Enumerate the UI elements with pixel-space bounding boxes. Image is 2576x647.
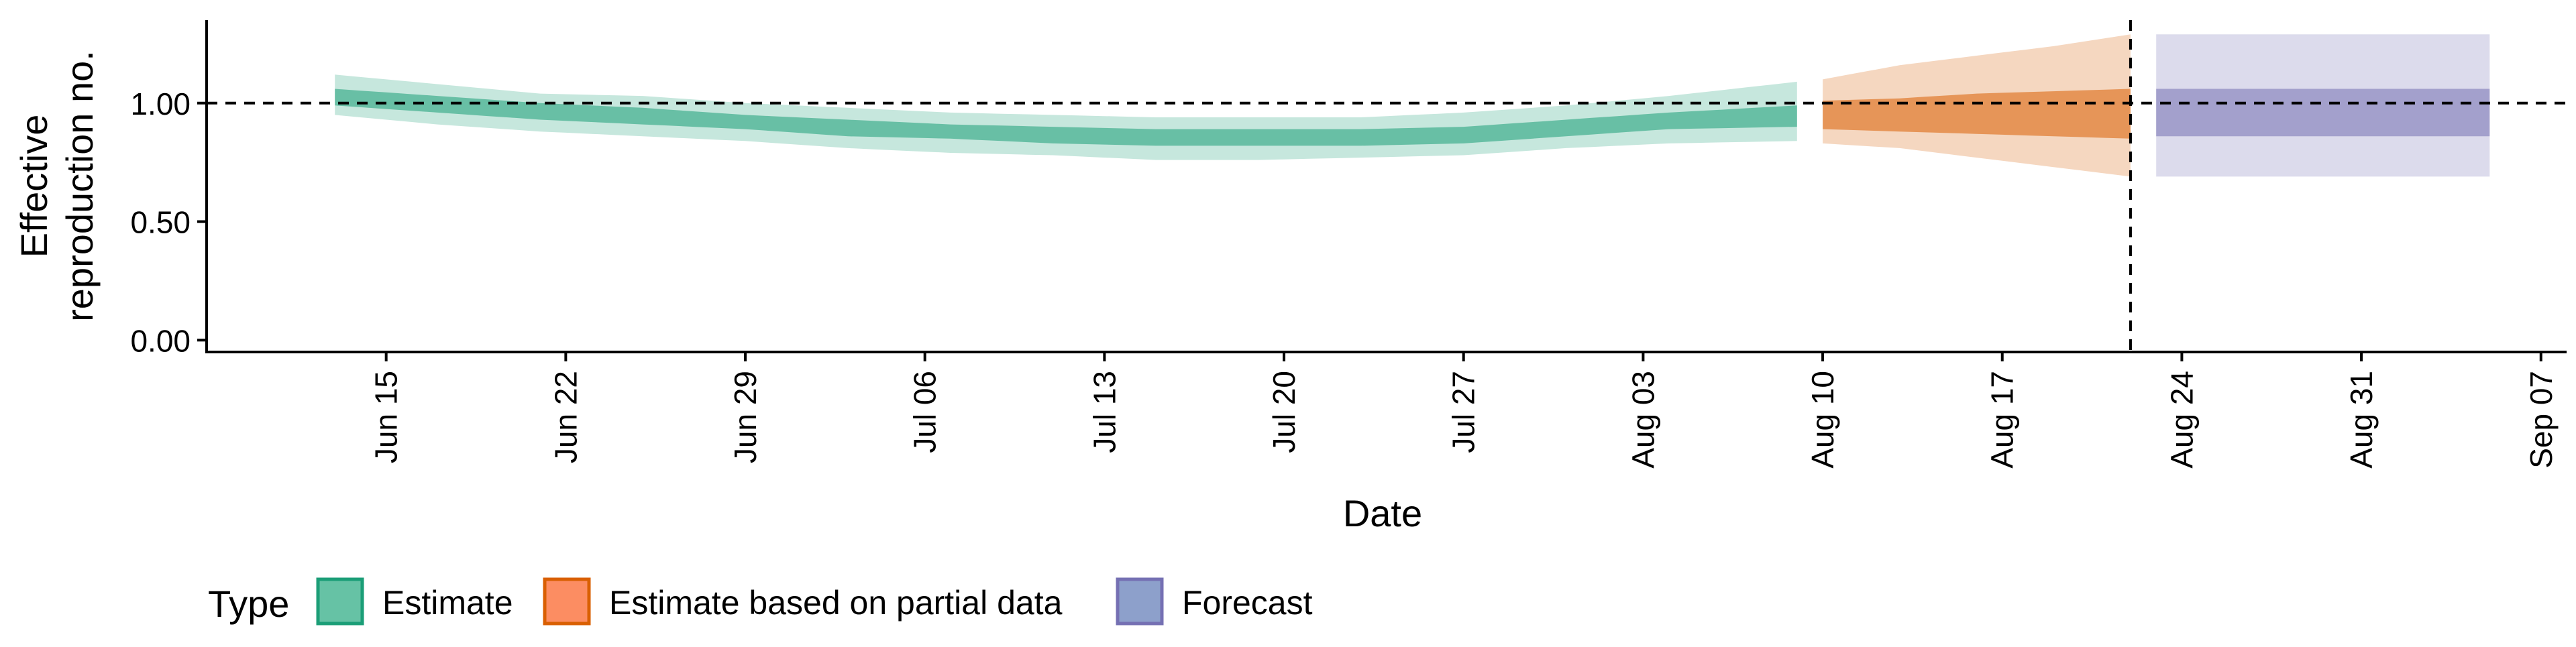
legend-entry-label: Estimate <box>382 584 513 622</box>
x-tick-label: Aug 03 <box>1625 371 1660 469</box>
x-axis-label: Date <box>1343 492 1422 534</box>
legend-key-estimate-based-on-partial-data <box>543 577 591 626</box>
y-tick-label: 1.00 <box>130 86 191 121</box>
legend-entry-label: Estimate based on partial data <box>609 584 1063 622</box>
y-axis-label-line2: reproduction no. <box>58 50 101 322</box>
x-tick-label: Jul 13 <box>1087 371 1122 453</box>
bands-layer <box>335 34 2490 177</box>
axes: 0.00 0.50 1.00 Jun 15 Jun 22 Jun 29 Jul 06 Jul … <box>130 20 2567 469</box>
x-tick-label: Aug 17 <box>1985 371 2020 469</box>
x-tick-label: Jun 22 <box>548 371 583 463</box>
legend-title: Type <box>208 583 289 625</box>
x-tick-label: Jun 29 <box>728 371 763 463</box>
y-tick-label: 0.00 <box>130 323 191 358</box>
legend: Type Estimate Estimate based on partial d… <box>208 577 1313 626</box>
y-tick-label: 0.50 <box>130 205 191 240</box>
y-axis-label-line1: Effective <box>13 115 55 258</box>
legend-key-estimate <box>316 577 364 626</box>
estimate-based-on-partial-data-50-interval-band <box>1823 89 2131 139</box>
axis-labels: Effective reproduction no. Date <box>13 50 1422 534</box>
x-tick-label: Aug 10 <box>1805 371 1840 469</box>
x-tick-label: Aug 31 <box>2344 371 2379 469</box>
legend-entry-label: Forecast <box>1182 584 1313 622</box>
x-tick-label: Jul 27 <box>1446 371 1481 453</box>
x-tick-label: Aug 24 <box>2164 371 2199 469</box>
legend-key-forecast <box>1116 577 1164 626</box>
x-tick-label: Sep 07 <box>2524 371 2559 469</box>
forecast-50-interval-band <box>2156 89 2490 137</box>
x-tick-label: Jul 20 <box>1267 371 1301 453</box>
estimate-50-interval-band <box>335 89 1797 146</box>
x-tick-label: Jun 15 <box>369 371 404 463</box>
x-tick-label: Jul 06 <box>908 371 943 453</box>
